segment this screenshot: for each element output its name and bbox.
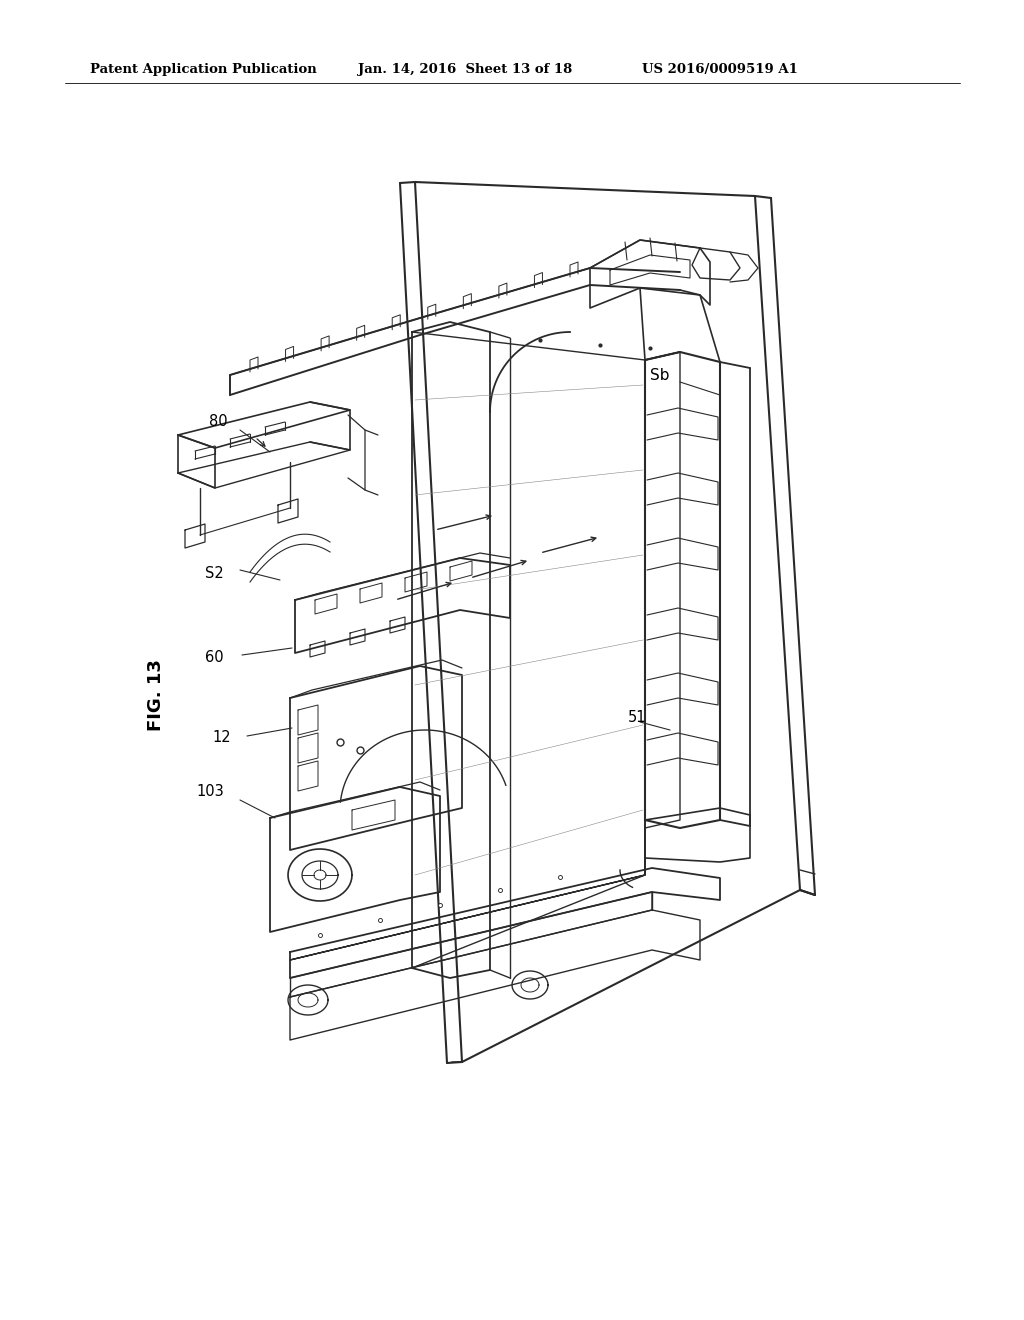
- Text: Jan. 14, 2016  Sheet 13 of 18: Jan. 14, 2016 Sheet 13 of 18: [358, 63, 572, 77]
- Text: 80: 80: [209, 414, 227, 429]
- Text: 60: 60: [205, 649, 223, 664]
- Text: 12: 12: [213, 730, 231, 746]
- Text: Patent Application Publication: Patent Application Publication: [90, 63, 316, 77]
- Text: FIG. 13: FIG. 13: [147, 659, 165, 731]
- Text: 51: 51: [628, 710, 646, 726]
- Text: US 2016/0009519 A1: US 2016/0009519 A1: [642, 63, 798, 77]
- Text: 103: 103: [197, 784, 224, 800]
- Text: S2: S2: [205, 566, 223, 582]
- Text: Sb: Sb: [650, 367, 670, 383]
